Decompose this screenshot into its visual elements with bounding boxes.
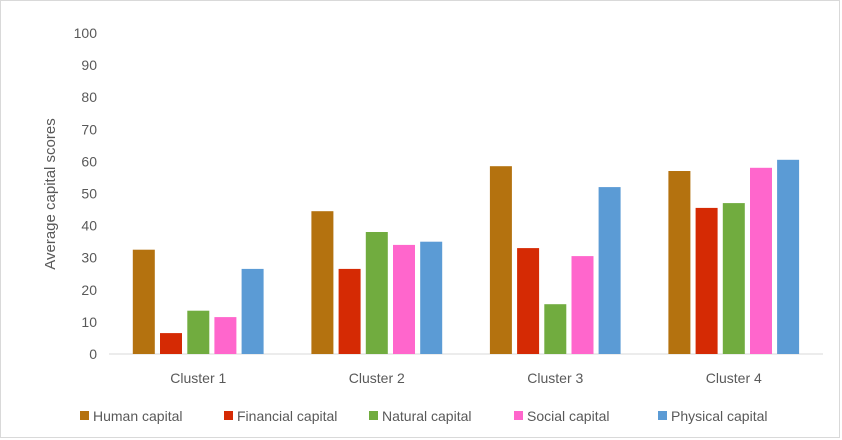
legend-label: Physical capital — [671, 408, 768, 424]
bar-physical-capital-cluster-2 — [420, 241, 443, 354]
y-tick-label: 20 — [81, 282, 97, 298]
x-tick-label: Cluster 4 — [706, 370, 762, 386]
bar-social-capital-cluster-3 — [571, 256, 594, 354]
y-axis-ticks: 0 10 20 30 40 50 60 70 80 90 100 — [74, 25, 98, 362]
x-tick-label: Cluster 1 — [170, 370, 226, 386]
y-tick-label: 60 — [81, 153, 97, 169]
bar-social-capital-cluster-2 — [393, 244, 415, 354]
bar-human-capital-cluster-1 — [132, 249, 155, 354]
y-axis-title: Average capital scores — [42, 118, 59, 269]
legend-label: Financial capital — [237, 408, 337, 424]
y-tick-label: 90 — [81, 57, 97, 73]
x-axis-ticks: Cluster 1 Cluster 2 Cluster 3 Cluster 4 — [170, 370, 762, 386]
bar-human-capital-cluster-2 — [311, 211, 334, 354]
legend-label: Social capital — [527, 408, 610, 424]
bar-social-capital-cluster-1 — [214, 317, 237, 354]
legend-swatch — [658, 411, 667, 420]
bars — [132, 159, 800, 354]
y-tick-label: 100 — [74, 25, 98, 41]
y-axis-title-group: Average capital scores — [42, 118, 59, 269]
bar-financial-capital-cluster-4 — [695, 207, 718, 354]
bar-natural-capital-cluster-3 — [544, 304, 567, 354]
y-tick-label: 10 — [81, 314, 97, 330]
bar-human-capital-cluster-4 — [668, 171, 691, 354]
bar-natural-capital-cluster-1 — [187, 310, 210, 354]
y-tick-label: 80 — [81, 89, 97, 105]
legend-label: Human capital — [93, 408, 183, 424]
bar-financial-capital-cluster-2 — [338, 268, 361, 354]
y-tick-label: 30 — [81, 250, 97, 266]
bar-natural-capital-cluster-4 — [722, 203, 745, 354]
legend-label: Natural capital — [382, 408, 472, 424]
y-tick-label: 50 — [81, 186, 97, 202]
bar-natural-capital-cluster-2 — [365, 232, 388, 354]
bar-physical-capital-cluster-4 — [777, 159, 800, 354]
y-tick-label: 70 — [81, 121, 97, 137]
bar-financial-capital-cluster-3 — [517, 248, 540, 354]
legend-swatch — [224, 411, 233, 420]
x-tick-label: Cluster 2 — [349, 370, 405, 386]
bar-physical-capital-cluster-1 — [241, 268, 264, 354]
x-tick-label: Cluster 3 — [527, 370, 583, 386]
y-tick-label: 40 — [81, 218, 97, 234]
bar-financial-capital-cluster-1 — [160, 333, 182, 354]
legend-swatch — [369, 411, 378, 420]
legend-swatch — [514, 411, 523, 420]
bar-physical-capital-cluster-3 — [598, 187, 621, 354]
bar-human-capital-cluster-3 — [489, 166, 512, 354]
bar-social-capital-cluster-4 — [750, 167, 772, 354]
legend-swatch — [80, 411, 89, 420]
y-tick-label: 0 — [89, 346, 97, 362]
legend: Human capital Financial capital Natural ca… — [80, 408, 768, 424]
